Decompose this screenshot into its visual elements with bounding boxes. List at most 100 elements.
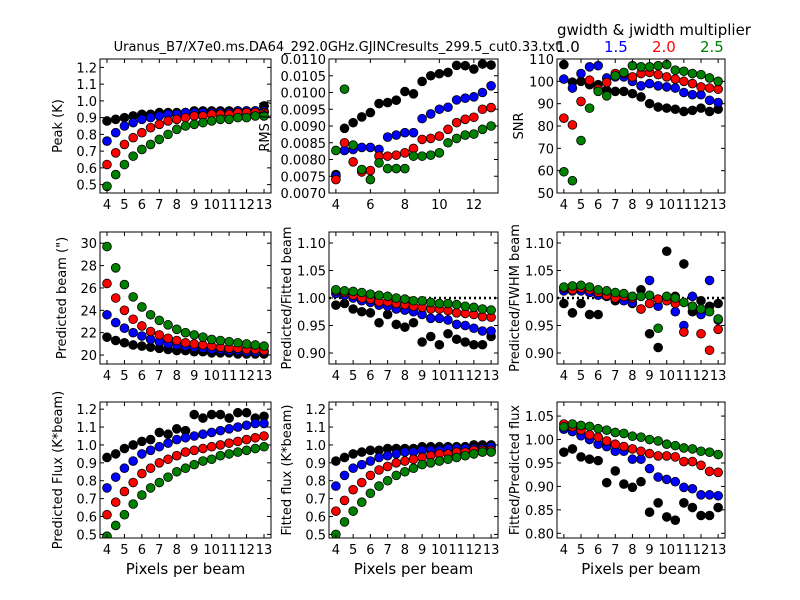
panel-8: 4 5 6 7 8 9 10 11 12 13 0.5 0.6 0.7 0.8 0.9 1.0 1.1 1.2 Fi… (280, 401, 499, 578)
data-point (391, 319, 402, 330)
data-point (687, 68, 698, 79)
series-1-5 (102, 418, 269, 493)
x-tick-label: 4 (332, 369, 340, 384)
data-point (102, 309, 112, 320)
y-tick-label: 1.00 (525, 434, 554, 449)
panel-6: 4 5 6 7 8 9 10 11 12 13 0.90 0.95 1.00 1.05 1.10Predic… (508, 224, 726, 384)
data-point (713, 502, 723, 513)
data-point (110, 127, 121, 138)
data-point (206, 409, 217, 420)
data-point (559, 282, 569, 292)
data-point (567, 83, 578, 93)
series-2-0 (331, 102, 496, 185)
data-point (434, 339, 445, 350)
x-tick-label: 8 (401, 369, 409, 384)
data-point (434, 298, 445, 309)
x-tick-label: 11 (221, 543, 238, 558)
data-point (408, 89, 419, 99)
data-point (206, 441, 217, 452)
data-point (670, 83, 681, 93)
x-tick-label: 5 (577, 543, 585, 558)
y-tick-label: 0.5 (305, 528, 326, 543)
series-2-5 (331, 447, 496, 538)
data-point (687, 291, 698, 302)
panel-7: 4 5 6 7 8 9 10 11 12 13 0.5 0.6 0.7 0.8 0.9 1.0 1.1 1.2 Pr… (51, 391, 272, 578)
data-point (119, 159, 130, 170)
data-point (584, 309, 595, 320)
data-point (198, 332, 208, 342)
data-point (661, 451, 672, 461)
y-tick-label: 0.0100 (281, 87, 327, 102)
data-point (128, 117, 138, 128)
data-point (704, 345, 715, 356)
data-point (559, 298, 569, 309)
data-point (619, 86, 629, 97)
data-point (250, 432, 261, 443)
data-point (259, 418, 269, 429)
y-tick-label: 0.7 (76, 493, 97, 508)
x-tick-label: 4 (103, 543, 111, 558)
data-point (443, 67, 453, 78)
data-point (644, 463, 655, 474)
data-point (644, 328, 655, 339)
data-point (670, 293, 681, 303)
axes-frame (99, 231, 272, 365)
data-point (593, 284, 603, 295)
data-point (408, 317, 419, 328)
data-point (110, 148, 121, 158)
x-tick-label: 5 (120, 369, 128, 384)
data-point (477, 104, 488, 115)
data-point (348, 286, 358, 297)
data-point (584, 454, 595, 465)
data-point (636, 92, 646, 102)
data-point (339, 495, 350, 506)
data-point (610, 466, 621, 476)
data-point (460, 320, 471, 331)
data-point (356, 477, 367, 488)
data-point (348, 157, 358, 167)
data-point (241, 407, 252, 418)
x-tick-label: 11 (221, 369, 238, 384)
data-point (215, 114, 226, 125)
y-tick-label: 100 (529, 75, 554, 90)
data-point (391, 130, 402, 140)
data-point (110, 114, 121, 125)
data-point (391, 95, 402, 106)
data-point (154, 330, 165, 340)
data-point (198, 429, 208, 440)
data-point (593, 432, 603, 442)
data-point (259, 111, 269, 121)
data-point (102, 332, 112, 342)
x-tick-label: 7 (155, 198, 163, 213)
data-point (601, 477, 612, 488)
data-point (233, 436, 243, 447)
y-tick-label: 0.6 (76, 162, 97, 177)
data-point (627, 482, 638, 493)
data-point (189, 445, 200, 456)
data-point (644, 434, 655, 445)
data-point (119, 121, 130, 131)
data-point (661, 474, 672, 485)
x-tick-label: 11 (448, 369, 465, 384)
data-point (356, 447, 367, 457)
data-point (704, 73, 715, 83)
markers (102, 101, 269, 192)
y-tick-label: 1.00 (297, 292, 326, 307)
data-point (593, 455, 603, 466)
data-point (102, 509, 112, 520)
y-tick-label: 1.2 (76, 403, 97, 418)
data-point (382, 309, 393, 320)
data-point (331, 456, 341, 466)
data-point (224, 424, 234, 434)
data-point (128, 292, 138, 302)
data-point (653, 323, 663, 334)
series-1-0 (331, 59, 496, 180)
data-point (145, 112, 156, 123)
data-point (382, 475, 393, 486)
y-tick-label: 1.10 (525, 237, 554, 252)
data-point (469, 323, 479, 334)
data-point (224, 413, 234, 423)
data-point (400, 148, 410, 158)
data-point (128, 132, 138, 143)
data-point (469, 129, 479, 139)
